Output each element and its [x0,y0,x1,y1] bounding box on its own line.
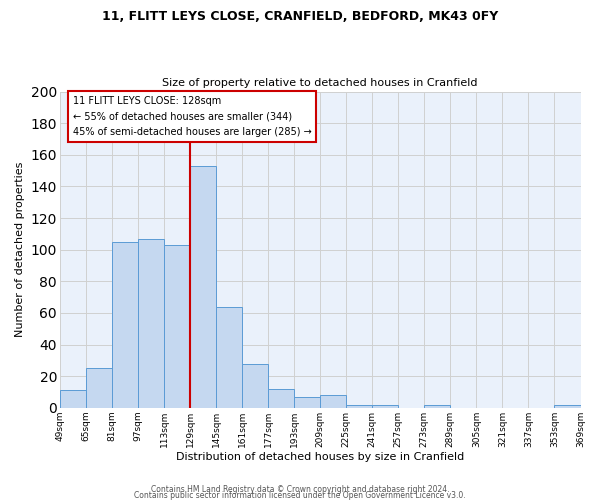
Bar [554,404,581,408]
Bar [320,395,346,408]
Bar [86,368,112,408]
Bar [346,404,372,408]
Bar [242,364,268,408]
X-axis label: Distribution of detached houses by size in Cranfield: Distribution of detached houses by size … [176,452,464,462]
Text: 11, FLITT LEYS CLOSE, CRANFIELD, BEDFORD, MK43 0FY: 11, FLITT LEYS CLOSE, CRANFIELD, BEDFORD… [102,10,498,23]
Bar [164,245,190,408]
Text: Contains HM Land Registry data © Crown copyright and database right 2024.: Contains HM Land Registry data © Crown c… [151,484,449,494]
Bar [60,390,86,408]
Text: Contains public sector information licensed under the Open Government Licence v3: Contains public sector information licen… [134,490,466,500]
Bar [138,238,164,408]
Bar [372,404,398,408]
Bar [216,306,242,408]
Bar [268,389,294,408]
Bar [112,242,138,408]
Bar [424,404,451,408]
Bar [190,166,216,408]
Y-axis label: Number of detached properties: Number of detached properties [15,162,25,338]
Text: 11 FLITT LEYS CLOSE: 128sqm
← 55% of detached houses are smaller (344)
45% of se: 11 FLITT LEYS CLOSE: 128sqm ← 55% of det… [73,96,311,138]
Bar [294,396,320,408]
Title: Size of property relative to detached houses in Cranfield: Size of property relative to detached ho… [163,78,478,88]
